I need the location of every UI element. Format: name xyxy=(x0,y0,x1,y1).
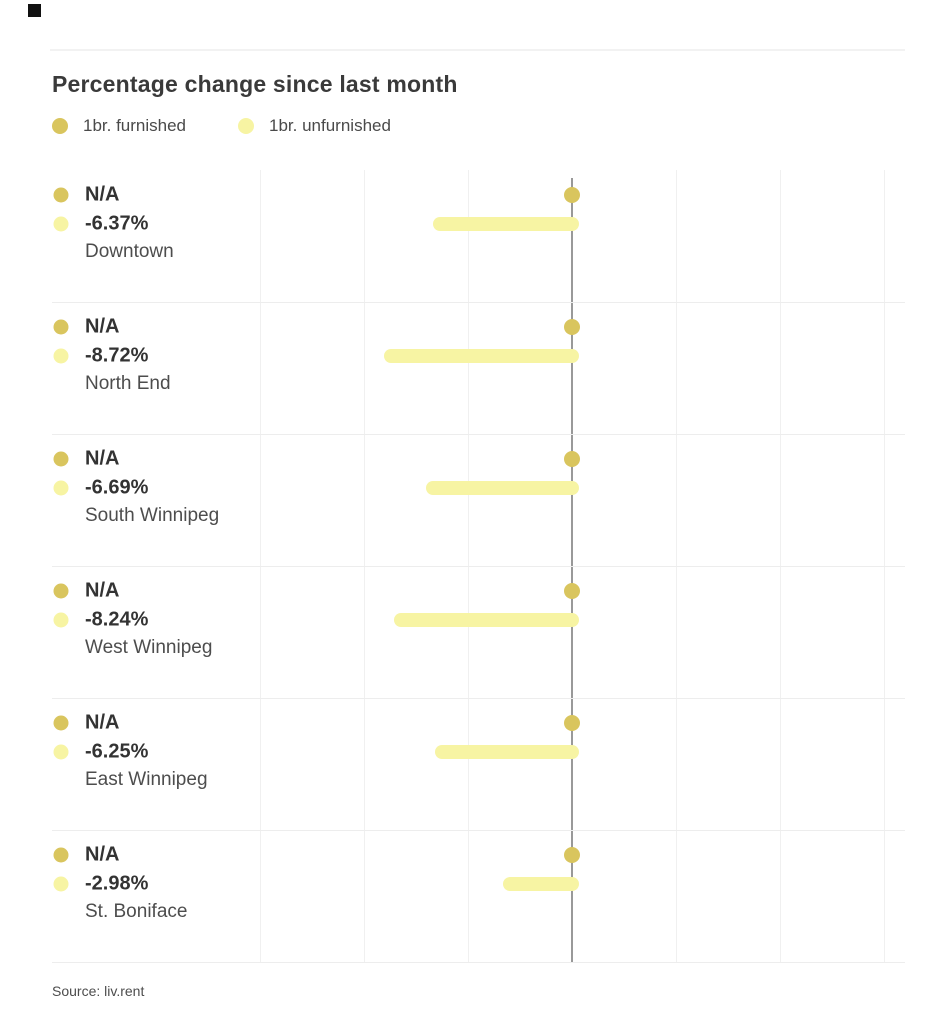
row-separator xyxy=(52,434,905,435)
furnished-value-label: N/A xyxy=(85,315,120,338)
unfurnished-bar xyxy=(503,877,579,891)
furnished-na-marker xyxy=(564,715,580,731)
furnished-value-label: N/A xyxy=(85,579,120,602)
chart-title: Percentage change since last month xyxy=(52,71,458,97)
furnished-dot-icon xyxy=(53,847,69,863)
category-label: West Winnipeg xyxy=(85,637,213,658)
row-separator xyxy=(52,698,905,699)
zero-axis-line xyxy=(571,178,573,962)
unfurnished-bar xyxy=(383,349,579,363)
furnished-na-marker xyxy=(564,187,580,203)
row-separator xyxy=(52,566,905,567)
unfurnished-bar xyxy=(425,481,579,495)
furnished-value-label: N/A xyxy=(85,843,120,866)
furnished-legend-dot-icon xyxy=(52,118,68,134)
category-label: East Winnipeg xyxy=(85,769,208,790)
furnished-dot-icon xyxy=(53,583,69,599)
unfurnished-dot-icon xyxy=(53,480,69,496)
unfurnished-value-label: -6.37% xyxy=(85,212,149,235)
unfurnished-dot-icon xyxy=(53,876,69,892)
source-credit: Source: liv.rent xyxy=(52,983,145,999)
legend-label-furnished: 1br. furnished xyxy=(83,116,187,135)
furnished-na-marker xyxy=(564,319,580,335)
furnished-value-label: N/A xyxy=(85,711,120,734)
unfurnished-bar xyxy=(435,745,579,759)
unfurnished-bar xyxy=(393,613,579,627)
furnished-dot-icon xyxy=(53,319,69,335)
unfurnished-dot-icon xyxy=(53,216,69,232)
furnished-na-marker xyxy=(564,847,580,863)
furnished-dot-icon xyxy=(53,187,69,203)
chart-legend: 1br. furnished 1br. unfurnished xyxy=(52,116,391,136)
unfurnished-value-label: -6.69% xyxy=(85,476,149,499)
category-label: South Winnipeg xyxy=(85,505,220,526)
unfurnished-dot-icon xyxy=(53,744,69,760)
legend-item-unfurnished: 1br. unfurnished xyxy=(238,116,391,136)
furnished-na-marker xyxy=(564,451,580,467)
furnished-value-label: N/A xyxy=(85,183,120,206)
furnished-dot-icon xyxy=(53,451,69,467)
corner-mark xyxy=(28,4,41,17)
legend-label-unfurnished: 1br. unfurnished xyxy=(269,116,391,135)
unfurnished-legend-dot-icon xyxy=(238,118,255,134)
furnished-na-marker xyxy=(564,583,580,599)
unfurnished-dot-icon xyxy=(53,612,69,628)
unfurnished-value-label: -8.72% xyxy=(85,344,149,367)
row-separator xyxy=(52,962,905,963)
category-label: North End xyxy=(85,373,171,394)
legend-item-furnished: 1br. furnished xyxy=(52,116,186,136)
unfurnished-value-label: -6.25% xyxy=(85,740,149,763)
furnished-value-label: N/A xyxy=(85,447,120,470)
unfurnished-bar xyxy=(432,217,579,231)
category-label: Downtown xyxy=(85,241,174,262)
row-separator xyxy=(52,302,905,303)
header-divider xyxy=(50,49,905,51)
unfurnished-value-label: -8.24% xyxy=(85,608,149,631)
category-label: St. Boniface xyxy=(85,901,188,922)
row-separator xyxy=(52,830,905,831)
unfurnished-value-label: -2.98% xyxy=(85,872,149,895)
furnished-dot-icon xyxy=(53,715,69,731)
unfurnished-dot-icon xyxy=(53,348,69,364)
